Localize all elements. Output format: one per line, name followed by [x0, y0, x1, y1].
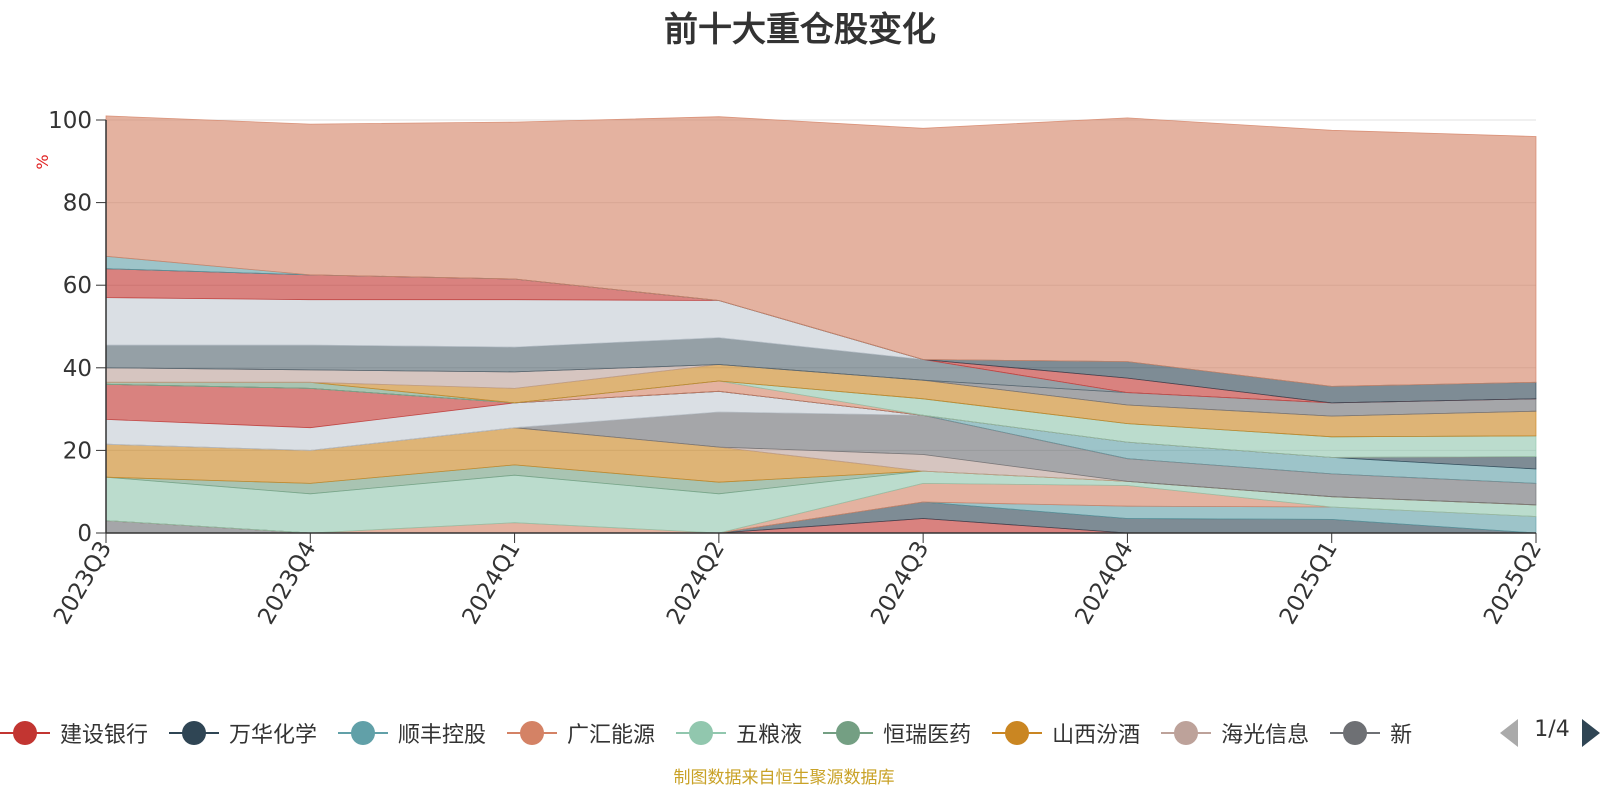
legend-marker-icon [1330, 721, 1381, 745]
y-tick-label: 80 [63, 191, 92, 217]
chart-title: 前十大重仓股变化 [664, 10, 936, 50]
x-tick-label: 2023Q4 [253, 537, 321, 629]
area-series [105, 115, 1537, 534]
area-series-26 [105, 115, 1537, 387]
legend-marker-icon [992, 721, 1043, 745]
x-tick-label: 2025Q1 [1275, 537, 1343, 629]
legend-label: 建设银行 [60, 723, 149, 748]
legend-item[interactable]: 五粮液 [676, 717, 802, 749]
legend-label: 恒瑞医药 [883, 723, 972, 748]
legend-item[interactable]: 万华化学 [169, 717, 317, 749]
legend-page-indicator: 1/4 [1534, 717, 1570, 742]
legend-item[interactable]: 海光信息 [1161, 717, 1309, 749]
legend-item[interactable]: 广汇能源 [507, 717, 655, 749]
y-tick-label: 60 [63, 273, 92, 299]
legend-item[interactable]: 建设银行 [0, 717, 148, 749]
legend-label: 广汇能源 [567, 723, 656, 748]
y-tick-label: 20 [63, 438, 92, 464]
arrow-right-icon[interactable] [1582, 719, 1600, 747]
y-tick-label: 100 [48, 108, 92, 134]
x-tick-label: 2024Q3 [866, 537, 934, 629]
legend-marker-icon [169, 721, 220, 745]
x-tick-label: 2024Q4 [1070, 537, 1138, 629]
legend-label: 山西汾酒 [1052, 723, 1141, 748]
legend-marker-icon [507, 721, 558, 745]
y-axis-label: % [33, 154, 52, 169]
legend-marker-icon [823, 721, 874, 745]
legend-label: 五粮液 [736, 723, 803, 748]
legend-pager: 1/4 [1500, 717, 1600, 749]
y-tick-label: 40 [63, 356, 92, 382]
data-source-note: 制图数据来自恒生聚源数据库 [673, 768, 895, 788]
arrow-left-icon[interactable] [1500, 719, 1518, 747]
stacked-area-chart: 0 20 40 60 80 100% 2023Q3 2023Q4 2024Q1 2024Q2 202… [33, 108, 1547, 629]
x-tick-label: 2024Q1 [458, 537, 526, 629]
legend-marker-icon [1161, 721, 1212, 745]
legend-marker-icon [338, 721, 389, 745]
x-tick-label: 2023Q3 [49, 537, 117, 629]
x-tick-label: 2024Q2 [662, 537, 730, 629]
legend-marker-icon [676, 721, 727, 745]
legend: 建设银行 万华化学 顺丰控股 广汇能源 五粮液 恒瑞医药 山西汾酒 海光信息 新 1/4 [0, 713, 1600, 753]
x-tick-label: 2025Q2 [1479, 537, 1547, 629]
legend-label: 新 [1390, 723, 1413, 748]
legend-item[interactable]: 恒瑞医药 [823, 717, 971, 749]
legend-marker-icon [0, 721, 50, 745]
legend-item[interactable]: 新 [1330, 717, 1412, 749]
legend-label: 顺丰控股 [398, 723, 487, 748]
legend-item[interactable]: 顺丰控股 [338, 717, 486, 749]
legend-item[interactable]: 山西汾酒 [992, 717, 1140, 749]
legend-items: 建设银行 万华化学 顺丰控股 广汇能源 五粮液 恒瑞医药 山西汾酒 海光信息 新 [0, 713, 1458, 753]
legend-label: 万华化学 [229, 723, 318, 748]
y-tick-label: 0 [77, 521, 92, 547]
legend-label: 海光信息 [1221, 723, 1310, 748]
